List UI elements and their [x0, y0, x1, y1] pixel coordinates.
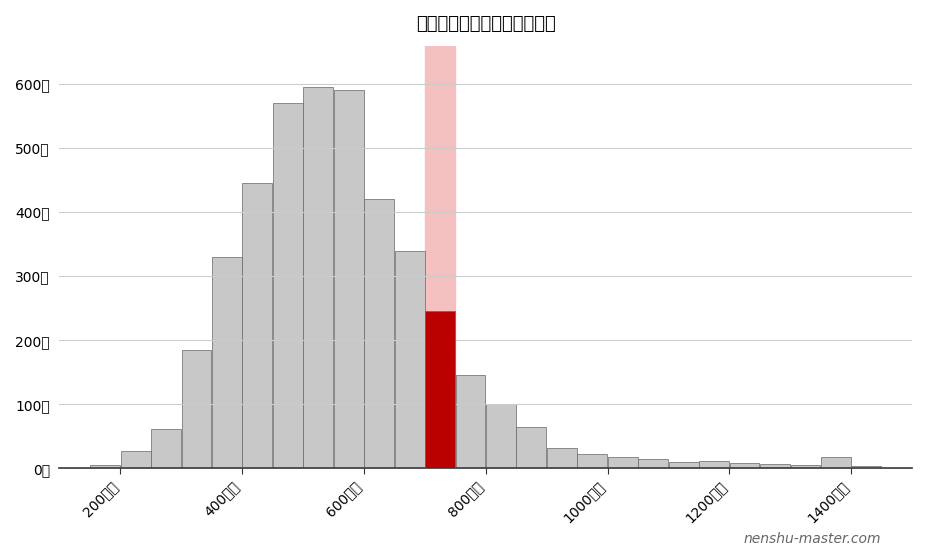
Bar [425, 46, 455, 468]
Bar [608, 457, 638, 468]
Bar [821, 457, 851, 468]
Bar [90, 465, 121, 468]
Bar [395, 251, 425, 468]
Bar [121, 451, 150, 468]
Bar [851, 466, 882, 468]
Bar [303, 87, 333, 468]
Bar [699, 461, 729, 468]
Bar [668, 462, 699, 468]
Bar [364, 199, 394, 468]
Bar [243, 183, 273, 468]
Bar [730, 463, 759, 468]
Bar [547, 448, 577, 468]
Bar [182, 350, 211, 468]
Bar [455, 375, 486, 468]
Bar [273, 103, 303, 468]
Bar [516, 427, 546, 468]
Bar [760, 465, 790, 468]
Bar [212, 257, 242, 468]
Bar [791, 465, 820, 468]
Title: ユアテックの年収ポジション: ユアテックの年収ポジション [416, 15, 555, 33]
Bar [639, 460, 668, 468]
Bar [425, 311, 455, 468]
Bar [486, 404, 516, 468]
Text: nenshu-master.com: nenshu-master.com [743, 532, 881, 546]
Bar [151, 428, 181, 468]
Bar [334, 90, 363, 468]
Bar [578, 454, 607, 468]
